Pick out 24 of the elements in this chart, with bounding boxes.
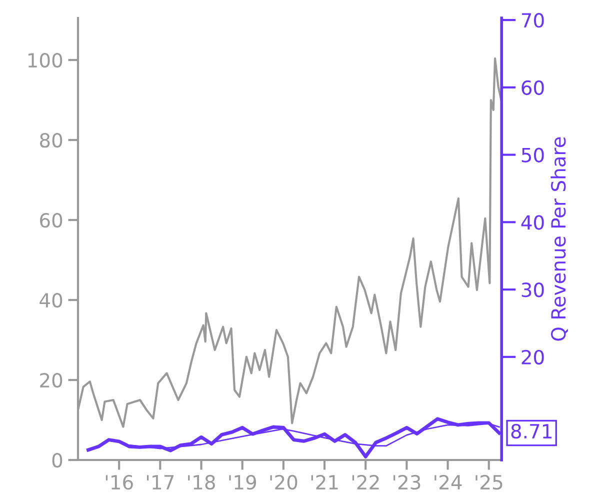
y2-tick-label: 20 bbox=[522, 350, 544, 365]
y-tick-label: 100 bbox=[28, 52, 62, 68]
x-tick-label: '17 bbox=[147, 475, 174, 490]
data-label: 8.71 bbox=[511, 424, 552, 439]
x-tick-label: '16 bbox=[106, 474, 133, 490]
x-tick-label: '23 bbox=[394, 474, 420, 490]
y2-tick-label: 50 bbox=[522, 148, 544, 162]
y2-axis-title: Q Revenue Per Share bbox=[550, 137, 568, 341]
y2-tick-label: 70 bbox=[522, 12, 544, 28]
x-tick-label: '25 bbox=[476, 474, 502, 490]
x-tick-label: '22 bbox=[352, 474, 379, 490]
x-tick-label: '18 bbox=[188, 474, 215, 490]
x-tick-label: '21 bbox=[311, 474, 338, 490]
y-tick-label: 20 bbox=[40, 372, 62, 388]
y-tick-label: 80 bbox=[40, 132, 62, 148]
x-tick-label: '24 bbox=[434, 474, 462, 490]
y2-tick-label: 60 bbox=[522, 80, 544, 96]
x-tick-label: '20 bbox=[270, 474, 298, 490]
x-tick-label: '19 bbox=[229, 474, 256, 490]
y-tick-label: 60 bbox=[40, 212, 62, 228]
y-tick-label: 0 bbox=[52, 452, 62, 468]
y2-tick-label: 40 bbox=[521, 215, 544, 230]
y2-tick-label: 30 bbox=[522, 282, 544, 298]
y-tick-label: 40 bbox=[40, 292, 62, 308]
